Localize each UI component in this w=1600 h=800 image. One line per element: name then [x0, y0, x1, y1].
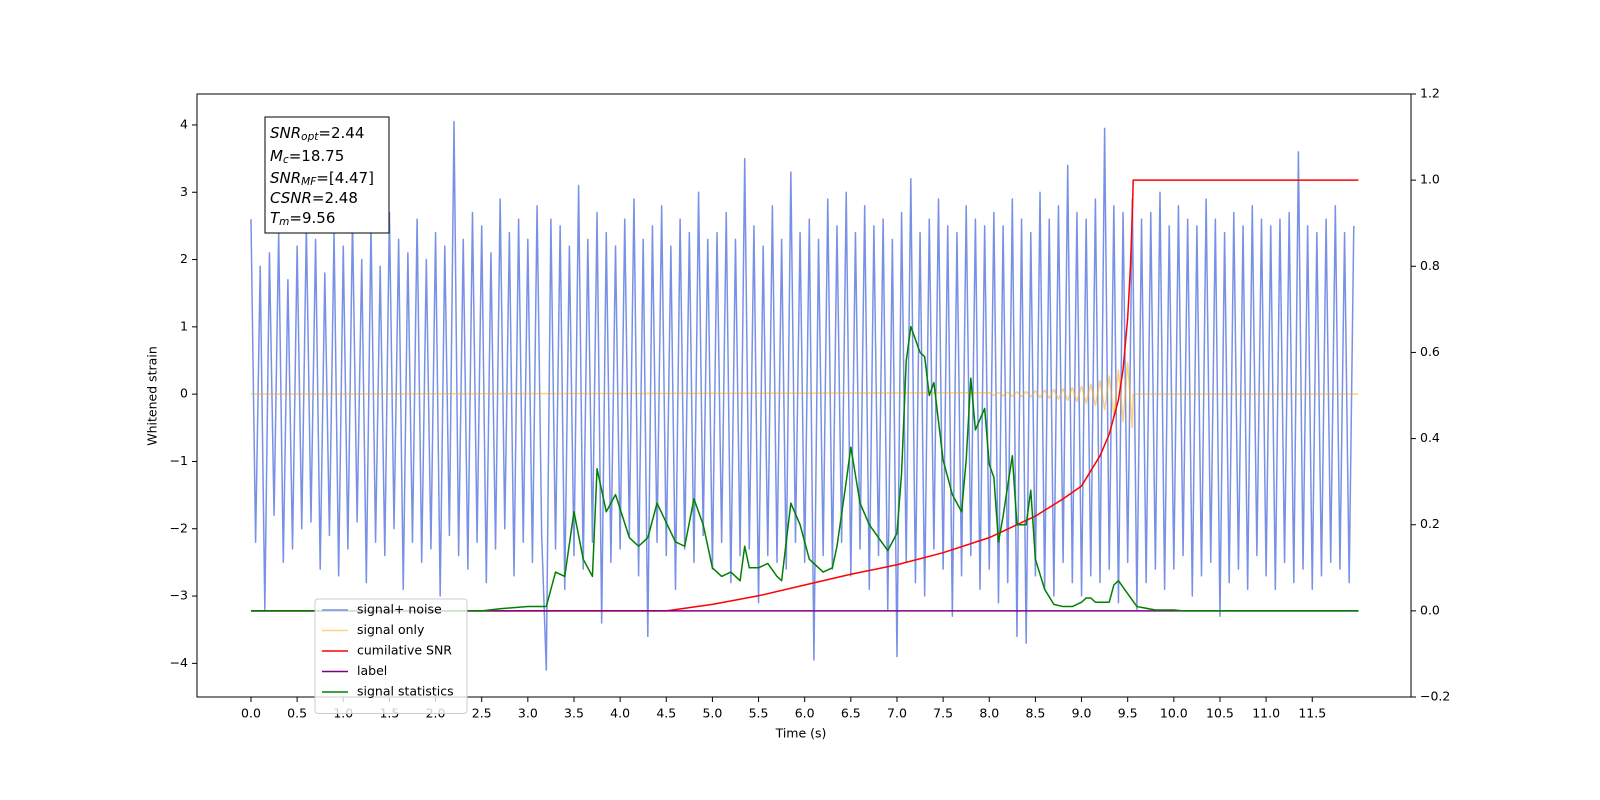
y2-tick-label: 0.8	[1420, 258, 1440, 273]
y2-tick-label: 0.6	[1420, 344, 1440, 359]
annotation-frame	[264, 116, 390, 234]
series-line	[250, 179, 1359, 612]
y-tick-label: 2	[180, 251, 188, 266]
annotation-value: =18.75	[289, 147, 345, 165]
annotation-text: Tm=9.56	[270, 209, 335, 229]
y-tick-label: −3	[170, 588, 188, 603]
annotation-subscript: opt	[301, 131, 319, 143]
annotation-subscript: c	[283, 154, 289, 166]
y2-tick-label: 0.2	[1420, 516, 1440, 531]
series-line	[250, 325, 1359, 612]
annotation-value: =2.44	[318, 124, 364, 142]
x-axis-label: Time (s)	[775, 726, 827, 741]
annotation-symbol: CSNR	[270, 189, 312, 207]
x-tick-label: 2.5	[472, 706, 492, 721]
annotation-value: =9.56	[289, 209, 335, 227]
x-tick-label: 3.0	[518, 706, 538, 721]
x-tick-label: 9.0	[1072, 706, 1092, 721]
x-tick-label: 6.0	[795, 706, 815, 721]
legend-label: signal statistics	[357, 684, 454, 699]
annotation-subscript: MF	[301, 176, 317, 188]
annotation-value: =[4.47]	[316, 169, 374, 187]
y-tick-label: −2	[170, 520, 188, 535]
y-tick-label: 1	[180, 318, 188, 333]
x-tick-label: 5.0	[702, 706, 722, 721]
annotation-text: SNRMF=[4.47]	[270, 169, 374, 189]
legend-label: label	[357, 663, 387, 678]
x-tick-label: 0.0	[241, 706, 261, 721]
y-tick-label: −1	[170, 453, 188, 468]
x-tick-label: 8.5	[1025, 706, 1045, 721]
plot-frame	[196, 93, 1412, 698]
x-tick-label: 10.0	[1160, 706, 1188, 721]
y2-tick-label: −0.2	[1420, 689, 1450, 704]
y-tick-label: 4	[180, 116, 188, 131]
y2-tick-label: 0.0	[1420, 602, 1440, 617]
x-tick-label: 11.0	[1252, 706, 1280, 721]
x-tick-label: 7.5	[933, 706, 953, 721]
legend-label: cumilative SNR	[357, 643, 452, 658]
series-line	[250, 120, 1355, 671]
legend-label: signal only	[357, 622, 425, 637]
annotation-text: CSNR=2.48	[270, 189, 358, 207]
y-tick-label: −4	[170, 655, 188, 670]
annotation-text: SNRopt=2.44	[270, 124, 364, 144]
annotation-subscript: m	[279, 216, 289, 228]
y2-tick-label: 0.4	[1420, 430, 1440, 445]
annotation-value: =2.48	[312, 189, 358, 207]
x-tick-label: 5.5	[749, 706, 769, 721]
annotation-text: Mc=18.75	[270, 147, 344, 167]
x-tick-label: 3.5	[564, 706, 584, 721]
x-tick-label: 11.5	[1298, 706, 1326, 721]
x-tick-label: 7.0	[887, 706, 907, 721]
y2-tick-label: 1.2	[1420, 86, 1440, 101]
x-tick-label: 4.0	[610, 706, 630, 721]
x-tick-label: 10.5	[1206, 706, 1234, 721]
legend-frame	[314, 598, 468, 714]
legend-label: signal+ noise	[357, 602, 442, 617]
x-tick-label: 6.5	[841, 706, 861, 721]
x-tick-label: 4.5	[656, 706, 676, 721]
y-tick-label: 3	[180, 184, 188, 199]
x-tick-label: 9.5	[1118, 706, 1138, 721]
x-tick-label: 8.0	[979, 706, 999, 721]
annotation-symbol: SNR	[270, 124, 301, 142]
y-tick-label: 0	[180, 386, 188, 401]
legend: signal+ noise signal only cumilative SNR la…	[314, 598, 468, 714]
series-line	[250, 361, 1359, 429]
y2-tick-label: 1.0	[1420, 172, 1440, 187]
y-axis-label: Whitened strain	[145, 346, 160, 445]
annotation-symbol: SNR	[270, 169, 301, 187]
annotation-symbol: T	[270, 209, 281, 227]
annotation-symbol: M	[270, 147, 283, 165]
x-tick-label: 0.5	[287, 706, 307, 721]
annotation-box: SNRopt=2.44Mc=18.75SNRMF=[4.47]CSNR=2.48…	[264, 116, 390, 234]
